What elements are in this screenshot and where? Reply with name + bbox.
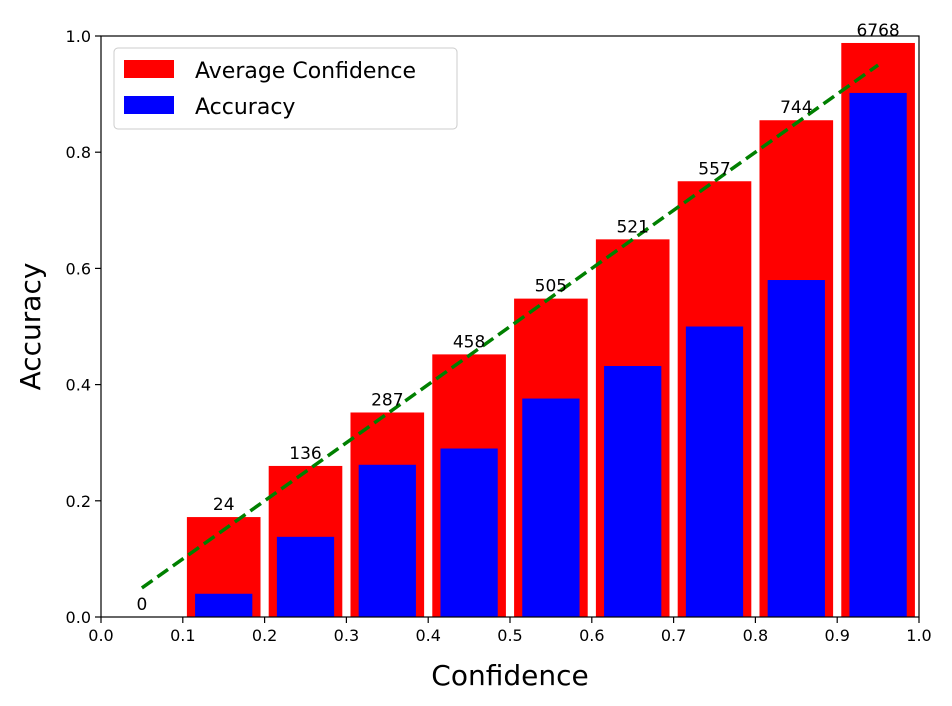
y-tick-label-1: 0.2 (66, 492, 91, 511)
accuracy-bar-5 (522, 398, 580, 617)
bin-count-label-6: 521 (616, 217, 648, 237)
x-tick-label-6: 0.6 (579, 626, 604, 645)
y-tick-label-4: 0.8 (66, 143, 91, 162)
x-tick-label-5: 0.5 (497, 626, 522, 645)
accuracy-bar-6 (604, 366, 662, 617)
x-tick-label-10: 1.0 (906, 626, 931, 645)
accuracy-bar-7 (685, 326, 744, 617)
y-tick-label-3: 0.6 (66, 259, 91, 278)
x-tick-label-1: 0.1 (170, 626, 195, 645)
accuracy-bar-8 (767, 280, 825, 617)
legend-swatch-accuracy (124, 96, 174, 114)
reference-line (140, 63, 880, 590)
y-tick-label-5: 1.0 (66, 27, 91, 46)
x-axis-ticks: 0.0 0.1 0.2 0.3 0.4 0.5 0.6 0.7 0.8 0.9 1.0 (88, 617, 932, 645)
accuracy-bar-9 (849, 92, 907, 618)
bin-count-label-8: 744 (780, 98, 812, 118)
y-tick-label-0: 0.0 (66, 608, 91, 627)
y-tick-label-2: 0.4 (66, 376, 91, 395)
bin-count-label-1: 24 (213, 495, 235, 515)
accuracy-bars (195, 92, 907, 618)
bin-count-label-3: 287 (371, 390, 403, 410)
bin-count-label-0: 0 (136, 595, 147, 615)
bin-count-label-2: 136 (289, 444, 321, 464)
x-tick-label-7: 0.7 (661, 626, 686, 645)
y-axis-ticks: 0.0 0.2 0.4 0.6 0.8 1.0 (66, 27, 101, 627)
x-tick-label-8: 0.8 (743, 626, 768, 645)
legend-box (113, 47, 458, 130)
accuracy-bar-2 (276, 536, 335, 617)
x-tick-label-3: 0.3 (334, 626, 359, 645)
y-axis-label: Accuracy (14, 263, 47, 391)
x-tick-label-4: 0.4 (415, 626, 440, 645)
legend: Average Confidence Accuracy (113, 47, 458, 130)
x-tick-label-2: 0.2 (252, 626, 277, 645)
legend-swatch-average-confidence (124, 60, 174, 78)
legend-label-average-confidence: Average Confidence (195, 59, 416, 84)
x-axis-label: Confidence (431, 659, 588, 692)
x-tick-label-0: 0.0 (88, 626, 113, 645)
bin-count-label-5: 505 (535, 277, 567, 297)
accuracy-bar-1 (195, 593, 253, 617)
bin-count-label-7: 557 (698, 159, 730, 179)
bin-count-label-9: 6768 (856, 21, 899, 41)
x-tick-label-9: 0.9 (824, 626, 849, 645)
accuracy-bar-3 (358, 464, 416, 617)
bin-count-label-4: 458 (453, 332, 485, 352)
legend-label-accuracy: Accuracy (195, 95, 295, 120)
accuracy-bar-4 (440, 448, 498, 617)
reference-line-group (140, 63, 880, 590)
